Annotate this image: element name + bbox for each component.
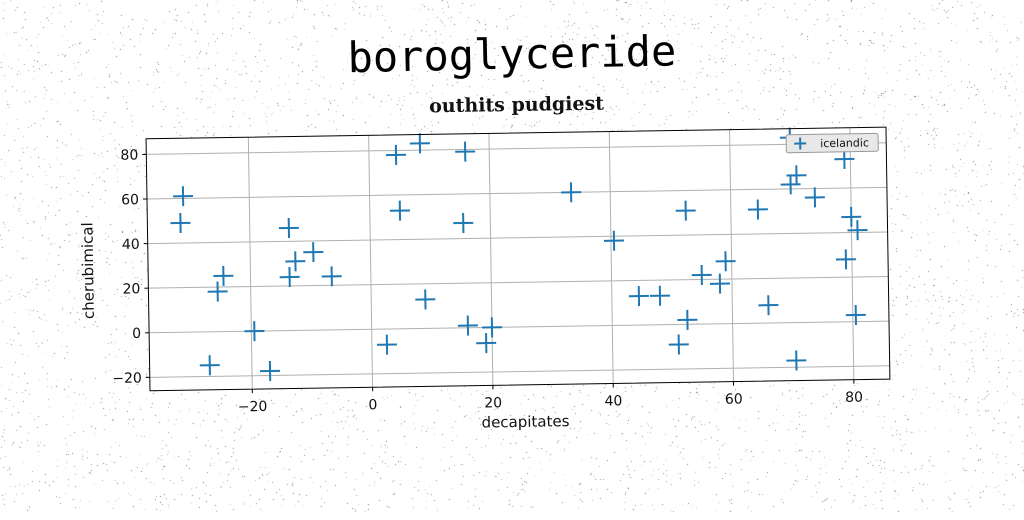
y-tick-label: 40 [122, 237, 140, 253]
x-axis-label: decapitates [481, 412, 569, 431]
legend-label: icelandic [820, 136, 869, 150]
legend: icelandic [786, 133, 878, 152]
x-tick-label: 60 [725, 391, 743, 407]
x-tick-label: 0 [368, 397, 377, 413]
y-tick-label: 80 [120, 148, 138, 164]
x-tick-label: 80 [845, 390, 863, 406]
x-tick-label: 40 [604, 393, 622, 409]
x-tick-label: 20 [484, 395, 502, 411]
y-tick-label: 60 [121, 192, 139, 208]
y-tick-label: 0 [132, 326, 141, 342]
plot-background [146, 127, 890, 391]
y-tick-label: 20 [122, 281, 140, 297]
x-tick-label: −20 [238, 399, 268, 415]
y-tick-label: −20 [112, 370, 142, 386]
y-axis-label: cherubimical [78, 222, 98, 319]
